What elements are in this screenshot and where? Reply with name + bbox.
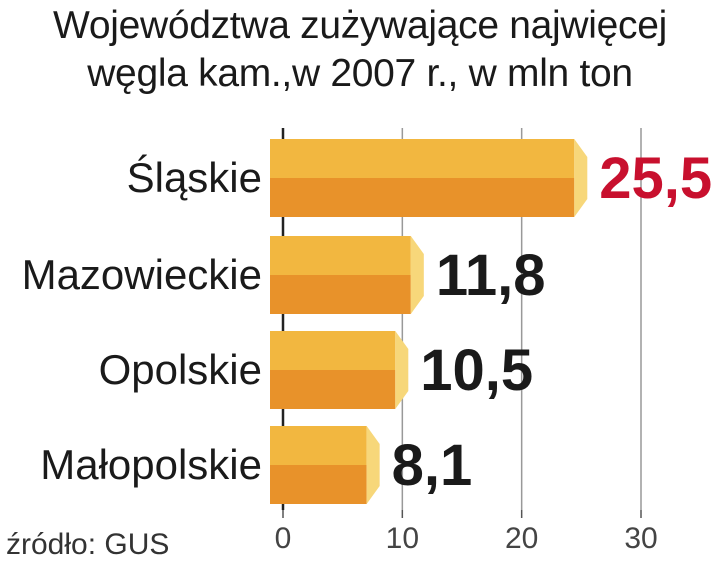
bar-top-face xyxy=(270,331,396,370)
bar-bottom-face xyxy=(270,370,396,409)
chart-title-line-1: Województwa zużywające najwięcej xyxy=(53,4,667,47)
bar-end-cap xyxy=(574,139,588,217)
value-label: 25,5 xyxy=(599,146,712,211)
source-note: źródło: GUS xyxy=(6,528,170,561)
bar-top-face xyxy=(270,426,367,465)
bar-end-cap xyxy=(395,331,409,409)
x-tick-label: 0 xyxy=(275,522,292,555)
bar-top-face xyxy=(270,236,411,275)
value-label: 8,1 xyxy=(392,433,473,498)
x-tick-label: 20 xyxy=(505,522,538,555)
x-tick-label: 30 xyxy=(624,522,657,555)
value-label: 11,8 xyxy=(436,243,546,308)
bar-end-cap xyxy=(410,236,424,314)
x-tick-label: 10 xyxy=(386,522,419,555)
bar-bottom-face xyxy=(270,275,411,314)
chart-title-line-2: węgla kam.,w 2007 r., w mln ton xyxy=(87,52,633,95)
bar-end-cap xyxy=(366,426,380,504)
value-label: 10,5 xyxy=(420,338,533,403)
category-label: Śląskie xyxy=(127,153,262,201)
category-label: Małopolskie xyxy=(40,441,262,488)
category-label: Mazowieckie xyxy=(22,251,262,298)
category-label: Opolskie xyxy=(99,346,262,393)
bar-bottom-face xyxy=(270,178,575,217)
chart-title: Województwa zużywające najwięcej węgla k… xyxy=(8,2,712,98)
bar-bottom-face xyxy=(270,465,367,504)
bar-top-face xyxy=(270,139,575,178)
